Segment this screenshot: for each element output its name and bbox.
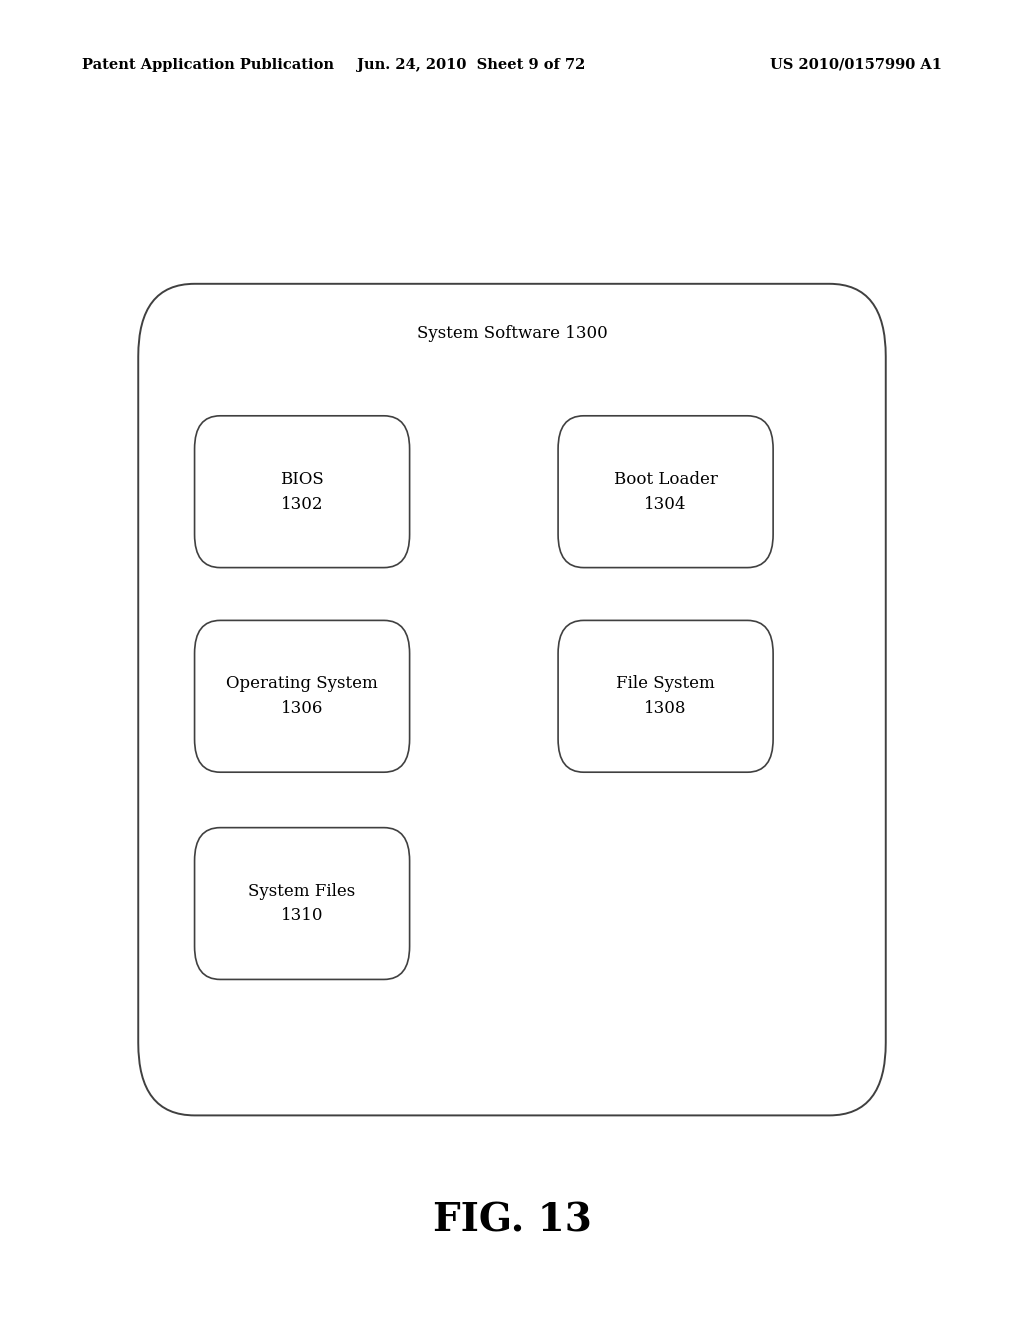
Text: System Files
1310: System Files 1310 [249, 883, 355, 924]
Text: System Software 1300: System Software 1300 [417, 326, 607, 342]
Text: File System
1308: File System 1308 [616, 676, 715, 717]
FancyBboxPatch shape [195, 828, 410, 979]
Text: Jun. 24, 2010  Sheet 9 of 72: Jun. 24, 2010 Sheet 9 of 72 [356, 58, 586, 71]
FancyBboxPatch shape [138, 284, 886, 1115]
Text: FIG. 13: FIG. 13 [432, 1203, 592, 1239]
Text: US 2010/0157990 A1: US 2010/0157990 A1 [770, 58, 942, 71]
FancyBboxPatch shape [195, 620, 410, 772]
FancyBboxPatch shape [195, 416, 410, 568]
Text: Boot Loader
1304: Boot Loader 1304 [613, 471, 718, 512]
FancyBboxPatch shape [558, 416, 773, 568]
FancyBboxPatch shape [558, 620, 773, 772]
Text: Patent Application Publication: Patent Application Publication [82, 58, 334, 71]
Text: BIOS
1302: BIOS 1302 [281, 471, 324, 512]
Text: Operating System
1306: Operating System 1306 [226, 676, 378, 717]
